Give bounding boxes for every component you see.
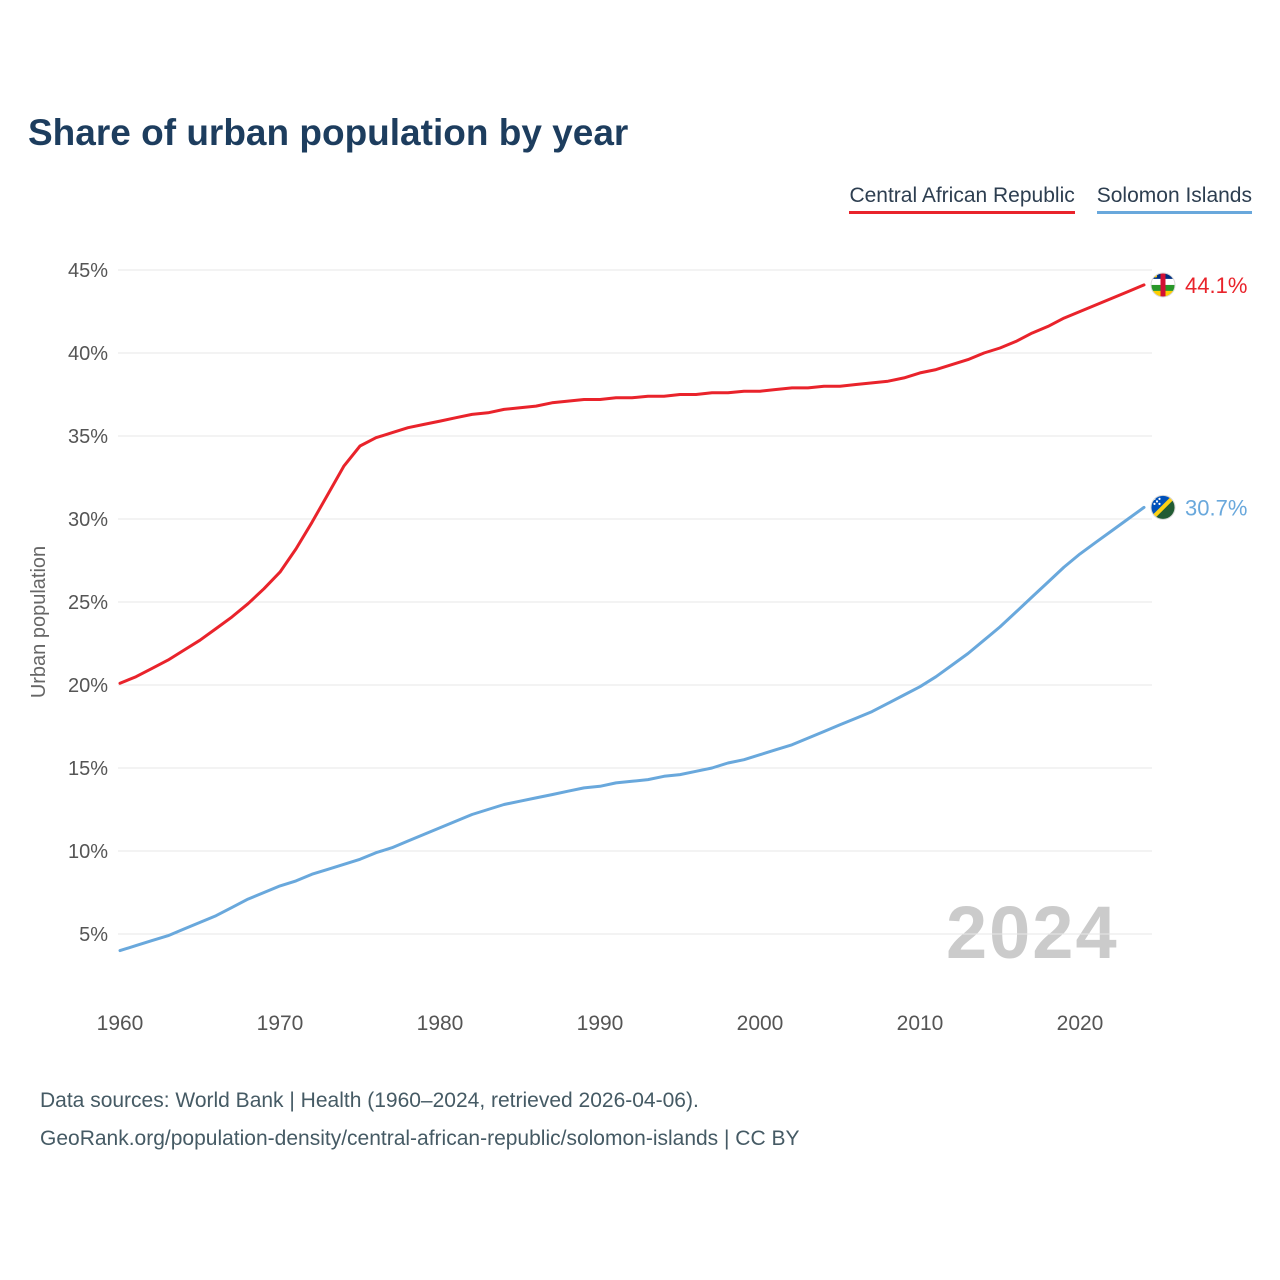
flag-icon-border — [1150, 272, 1176, 298]
chart-legend: Central African Republic Solomon Islands — [849, 184, 1252, 214]
y-tick-label: 25% — [68, 592, 108, 614]
y-tick-label: 30% — [68, 509, 108, 531]
y-tick-label: 15% — [68, 758, 108, 780]
y-tick-label: 20% — [68, 675, 108, 697]
series-line-solomon-islands[interactable] — [118, 505, 1146, 953]
x-tick-label: 2000 — [737, 1012, 784, 1035]
legend-item-solomon-islands[interactable]: Solomon Islands — [1096, 184, 1252, 214]
y-axis-title: Urban population — [28, 546, 50, 698]
y-tick-label: 35% — [68, 426, 108, 448]
x-tick-label: 2010 — [897, 1012, 944, 1035]
y-tick-label: 40% — [68, 343, 108, 365]
line-chart: 5% 10% 15% 20% 25% 30% 35% 40% 45% 1960 1970 1980 19… — [28, 260, 1247, 1035]
x-tick-label: 2020 — [1057, 1012, 1104, 1035]
end-value-label-solomon-islands: 30.7% — [1185, 495, 1247, 520]
x-tick-label: 1990 — [577, 1012, 624, 1035]
y-tick-label: 10% — [68, 841, 108, 863]
x-tick-label: 1980 — [417, 1012, 464, 1035]
legend-item-central-african-republic[interactable]: Central African Republic — [849, 184, 1075, 214]
footer: Data sources: World Bank | Health (1960–… — [40, 1082, 800, 1158]
watermark-year: 2024 — [946, 891, 1119, 974]
data-sources-text: Data sources: World Bank | Health (1960–… — [40, 1089, 699, 1112]
y-tick-label: 45% — [68, 260, 108, 282]
series-line-central-african-republic[interactable] — [118, 283, 1146, 685]
x-tick-label: 1970 — [257, 1012, 304, 1035]
end-value-label-central-african-republic: 44.1% — [1185, 273, 1247, 298]
x-tick-label: 1960 — [97, 1012, 144, 1035]
page-title: Share of urban population by year — [28, 112, 629, 153]
attribution-text: GeoRank.org/population-density/central-a… — [40, 1127, 800, 1150]
flag-icon-border — [1150, 494, 1176, 520]
y-tick-label: 5% — [79, 924, 108, 946]
